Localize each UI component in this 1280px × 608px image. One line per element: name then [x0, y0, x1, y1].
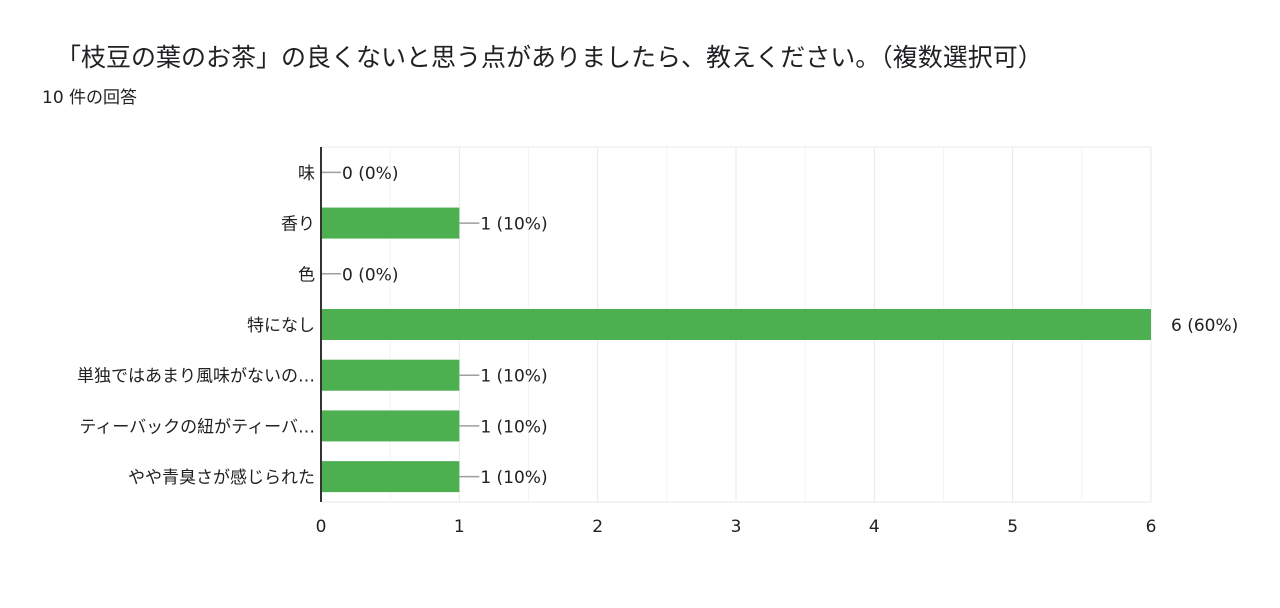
bars — [321, 207, 1151, 493]
category-label: 単独ではあまり風味がないの… — [77, 367, 315, 387]
category-label: 特になし — [247, 316, 315, 336]
data-label: 1 (10%) — [480, 468, 547, 488]
data-label: 0 (0%) — [342, 164, 398, 184]
bar[interactable] — [321, 207, 460, 239]
leader-lines — [321, 171, 480, 478]
bar[interactable] — [321, 410, 460, 442]
data-label: 1 (10%) — [480, 417, 547, 437]
data-labels: 0 (0%) 1 (10%) 0 (0%) 6 (60%) 1 (10%) 1 (10%)… — [342, 164, 1238, 488]
x-tick-labels: 0 1 2 3 4 5 6 — [316, 517, 1157, 537]
bar[interactable] — [321, 359, 460, 391]
chart-title: 「枝豆の葉のお茶」の良くないと思う点がありましたら、教えください。（複数選択可） — [56, 43, 1043, 72]
category-label: 香り — [281, 215, 315, 235]
data-label: 6 (60%) — [1171, 316, 1238, 336]
category-label: ティーバックの紐がティーバ… — [79, 417, 315, 437]
response-count: 10 件の回答 — [42, 88, 138, 108]
bar[interactable] — [321, 461, 460, 493]
x-tick-label: 2 — [592, 517, 603, 537]
data-label: 0 (0%) — [342, 265, 398, 285]
x-tick-label: 6 — [1146, 517, 1157, 537]
category-label: 色 — [298, 265, 315, 285]
data-label: 1 (10%) — [480, 367, 547, 387]
data-label: 1 (10%) — [480, 215, 547, 235]
category-label: 味 — [298, 164, 315, 184]
x-tick-label: 4 — [869, 517, 880, 537]
x-tick-label: 1 — [454, 517, 465, 537]
category-label: やや青臭さが感じられた — [128, 468, 315, 488]
x-tick-label: 0 — [316, 517, 327, 537]
x-tick-label: 5 — [1007, 517, 1018, 537]
bar[interactable] — [321, 309, 1151, 340]
x-tick-label: 3 — [731, 517, 742, 537]
